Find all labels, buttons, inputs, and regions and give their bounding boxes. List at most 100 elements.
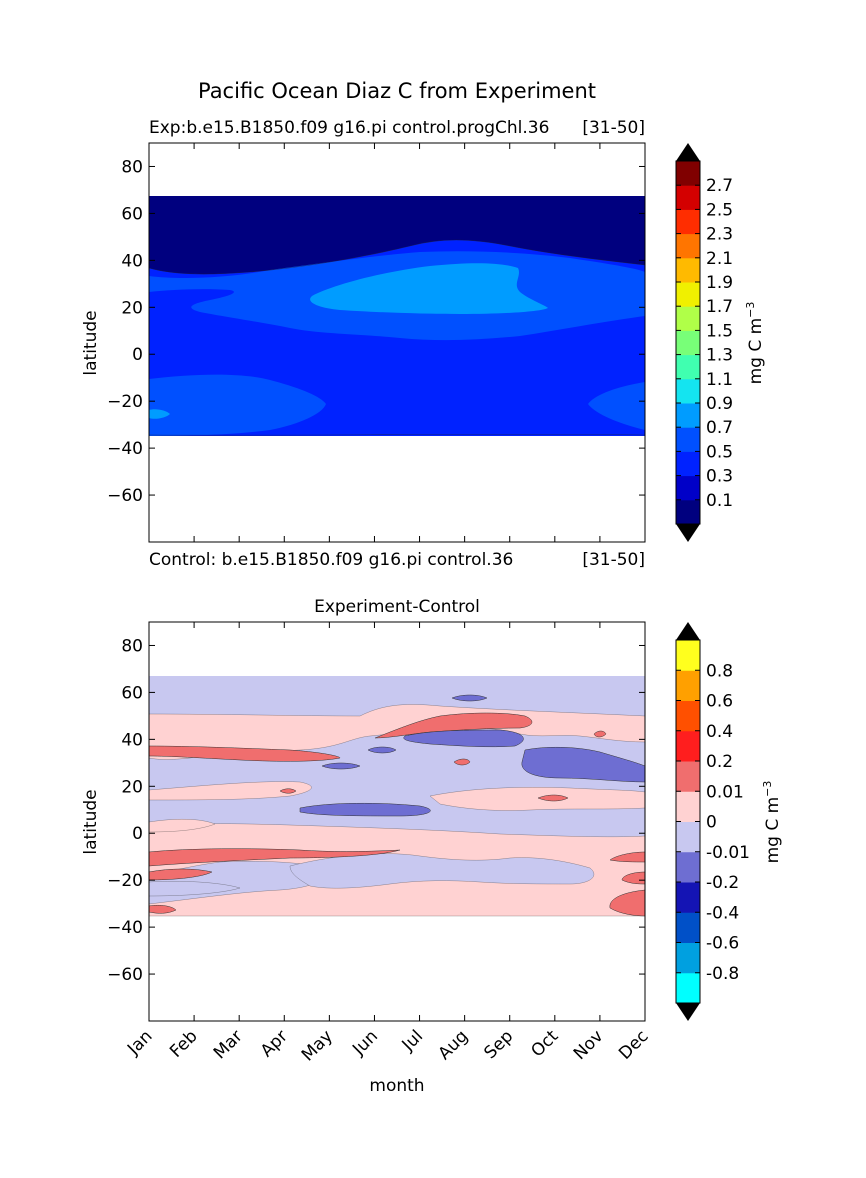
bottom-region-pos-tiny	[279, 788, 297, 794]
top-y-tick-label: 20	[121, 298, 143, 318]
figure-title: Pacific Ocean Diaz C from Experiment	[198, 79, 596, 103]
bottom-x-axis-label: month	[369, 1076, 424, 1096]
top-title-left: Exp:b.e15.B1850.f09 g16.pi control.progC…	[149, 118, 549, 138]
top-title-right: [31-50]	[582, 118, 645, 138]
top-colorbar-tick-label: 1.1	[706, 370, 733, 390]
bottom-region-pos-tiny-3	[593, 730, 607, 738]
top-colorbar-swatch	[676, 209, 700, 235]
bottom-colorbar-swatch	[676, 761, 700, 792]
bottom-colorbar-label: mg C m−3	[761, 781, 783, 864]
top-region-south-left	[149, 374, 326, 436]
bottom-colorbar-extend-min	[676, 1003, 700, 1021]
top-y-axis-label: latitude	[81, 310, 101, 375]
bottom-colorbar-tick-label: -0.01	[706, 843, 750, 863]
bottom-region-pos-south-lower	[289, 853, 595, 889]
top-colorbar-tick-label: 0.5	[706, 442, 733, 462]
top-y-tick-label: 40	[121, 251, 143, 271]
bottom-region-neg-small	[367, 746, 397, 754]
bottom-region-pos-subtropics-strong	[537, 794, 569, 802]
bottom-colorbar-swatch	[676, 972, 700, 1004]
bottom-colorbar-tick-label: 0	[706, 813, 717, 833]
bottom-title: Experiment-Control	[314, 597, 480, 617]
bottom-region-pos-south-strong-east-3	[621, 871, 645, 885]
bottom-colorbar-tick-label: -0.6	[706, 934, 739, 954]
top-y-tick-label: −60	[107, 486, 143, 506]
top-colorbar-tick-label: 0.1	[706, 491, 733, 511]
top-bottom-caption-right: [31-50]	[582, 550, 645, 570]
top-colorbar-swatch	[676, 475, 700, 501]
top-colorbar-tick-label: 1.9	[706, 273, 733, 293]
top-colorbar-tick-label: 2.3	[706, 225, 733, 245]
top-colorbar-swatch	[676, 282, 700, 307]
top-y-tick-label: 0	[132, 345, 143, 365]
bottom-y-tick-label: 60	[121, 683, 143, 703]
bottom-x-tick-label: Jun	[348, 1026, 382, 1060]
bottom-region-pos-south-strong-2	[149, 868, 213, 881]
top-axes-frame	[148, 142, 646, 543]
top-colorbar-tick-label: 1.3	[706, 346, 733, 366]
top-colorbar-swatch	[676, 330, 700, 356]
bottom-colorbar-extend-max	[676, 622, 700, 640]
bottom-colorbar-swatch	[676, 912, 700, 943]
bottom-region-pos-subtropics-right	[429, 787, 645, 811]
top-colorbar-swatch	[676, 233, 700, 259]
bottom-x-tick-label: Nov	[570, 1026, 608, 1064]
bottom-panel: Experiment-Control	[81, 597, 783, 1096]
bottom-x-tick-label: Apr	[257, 1026, 292, 1061]
top-colorbar-label: mg C m−3	[744, 302, 766, 385]
bottom-colorbar-swatch	[676, 700, 700, 732]
bottom-region-neg-small-2	[321, 762, 361, 770]
top-panel: Exp:b.e15.B1850.f09 g16.pi control.progC…	[81, 118, 766, 570]
bottom-axes-frame	[148, 621, 646, 1022]
top-colorbar-swatch	[676, 378, 700, 404]
top-contour-field	[149, 196, 645, 436]
bottom-x-tick-label: May	[298, 1026, 337, 1065]
bottom-y-tick-label: −60	[107, 965, 143, 985]
bottom-colorbar-tick-label: -0.2	[706, 873, 739, 893]
top-x-ticks	[148, 143, 646, 542]
bottom-region-pos-south-strong-1	[149, 848, 401, 867]
top-colorbar-tick-label: 2.5	[706, 200, 733, 220]
bottom-y-tick-label: 20	[121, 777, 143, 797]
bottom-colorbar-swatch	[676, 851, 700, 883]
bottom-contour-field	[149, 676, 645, 917]
bottom-x-tick-label: Oct	[527, 1026, 562, 1061]
bottom-x-tick-label: Aug	[435, 1026, 473, 1064]
top-contour-line-edge	[149, 433, 645, 436]
top-bottom-caption-left: Control: b.e15.B1850.f09 g16.pi control.…	[149, 550, 513, 570]
bottom-colorbar-swatch	[676, 942, 700, 974]
top-colorbar-tick-label: 2.7	[706, 176, 733, 196]
bottom-colorbar-swatch	[676, 640, 700, 671]
bottom-y-tick-label: −20	[107, 871, 143, 891]
bottom-x-tick-label: Mar	[210, 1026, 247, 1063]
bottom-region-neg-equator	[299, 802, 431, 817]
bottom-region-pos-north-strong-2	[149, 745, 341, 762]
bottom-colorbar-swatch	[676, 730, 700, 762]
bottom-colorbar-tick-label: 0.2	[706, 752, 733, 772]
bottom-colorbar-tick-label: 0.01	[706, 782, 744, 802]
top-colorbar-tick-label: 1.7	[706, 297, 733, 317]
top-colorbar-extend-min	[676, 524, 700, 542]
top-colorbar-swatch	[676, 451, 700, 477]
top-colorbar-swatch	[676, 499, 700, 525]
top-colorbar-frame	[675, 160, 701, 525]
bottom-colorbar-tick-label: 0.4	[706, 722, 733, 742]
bottom-colorbar-swatch	[676, 882, 700, 913]
top-contour-line-north	[149, 239, 645, 275]
bottom-y-tick-label: 80	[121, 636, 143, 656]
top-colorbar-swatch	[676, 403, 700, 428]
bottom-y-axis-label: latitude	[81, 789, 101, 854]
top-colorbar-tick-label: 0.3	[706, 467, 733, 487]
top-colorbar-swatch	[676, 427, 700, 452]
top-colorbar-swatch	[676, 257, 700, 283]
top-y-tick-label: 60	[121, 204, 143, 224]
bottom-y-tick-label: 40	[121, 730, 143, 750]
bottom-colorbar-swatch	[676, 821, 700, 853]
bottom-x-tick-label: Jul	[398, 1026, 427, 1055]
bottom-x-tick-label: Jan	[123, 1026, 156, 1059]
top-colorbar-extend-max	[676, 143, 700, 161]
top-y-tick-label: −40	[107, 439, 143, 459]
bottom-colorbar-tick-label: -0.4	[706, 903, 739, 923]
bottom-region-pos-south-strong-3	[149, 904, 177, 914]
